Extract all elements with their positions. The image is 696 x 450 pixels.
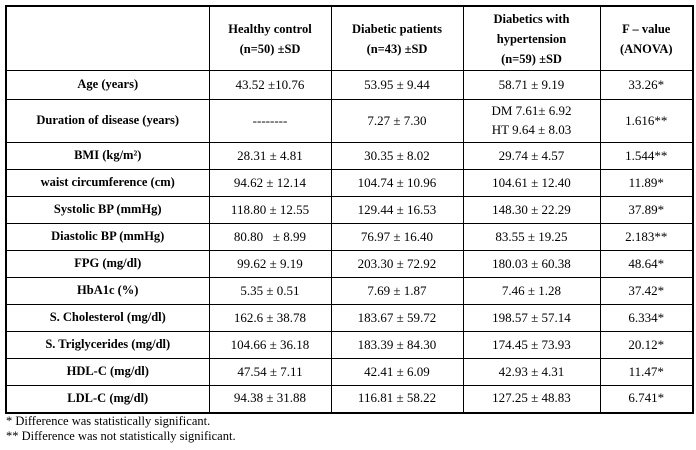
data-cell: 1.616** xyxy=(599,99,694,143)
data-cell: 42.93 ± 4.31 xyxy=(462,358,601,386)
table-row: FPG (mg/dl) 99.62 ± 9.19 203.30 ± 72.92 180… xyxy=(5,250,694,278)
data-cell: 29.74 ± 4.57 xyxy=(462,142,601,170)
row-label: waist circumference (cm) xyxy=(5,169,210,197)
table-row: S. Triglycerides (mg/dl) 104.66 ± 36.18 18… xyxy=(5,331,694,359)
row-label: LDL-C (mg/dl) xyxy=(5,385,210,413)
row-label: HbA1c (%) xyxy=(5,277,210,305)
data-cell: 30.35 ± 8.02 xyxy=(330,142,464,170)
data-cell: 116.81 ± 58.22 xyxy=(330,385,464,413)
data-cell: 203.30 ± 72.92 xyxy=(330,250,464,278)
data-cell: 183.67 ± 59.72 xyxy=(330,304,464,332)
header-row: Healthy control (n=50) ±SD Diabetic patie… xyxy=(5,5,694,71)
data-cell: 7.46 ± 1.28 xyxy=(462,277,601,305)
data-cell: 42.41 ± 6.09 xyxy=(330,358,464,386)
data-cell: 99.62 ± 9.19 xyxy=(208,250,332,278)
footnote-not-significant: ** Difference was not statistically sign… xyxy=(6,429,236,443)
data-cell: 180.03 ± 60.38 xyxy=(462,250,601,278)
data-cell: 2.183** xyxy=(599,223,694,251)
row-label: FPG (mg/dl) xyxy=(5,250,210,278)
data-cell: 118.80 ± 12.55 xyxy=(208,196,332,224)
data-cell: -------- xyxy=(208,99,332,143)
row-label: Age (years) xyxy=(5,70,210,100)
results-table: Healthy control (n=50) ±SD Diabetic patie… xyxy=(5,5,694,414)
data-cell: 5.35 ± 0.51 xyxy=(208,277,332,305)
data-cell: 76.97 ± 16.40 xyxy=(330,223,464,251)
data-cell: 7.69 ± 1.87 xyxy=(330,277,464,305)
row-label: S. Cholesterol (mg/dl) xyxy=(5,304,210,332)
table-body: Age (years) 43.52 ±10.76 53.95 ± 9.44 58.71… xyxy=(5,70,694,413)
data-cell: 6.334* xyxy=(599,304,694,332)
data-cell: 198.57 ± 57.14 xyxy=(462,304,601,332)
data-cell: 104.66 ± 36.18 xyxy=(208,331,332,359)
table-row: BMI (kg/m²) 28.31 ± 4.81 30.35 ± 8.02 29.74… xyxy=(5,142,694,170)
table-row: Systolic BP (mmHg) 118.80 ± 12.55 129.44 ±… xyxy=(5,196,694,224)
data-cell: 48.64* xyxy=(599,250,694,278)
data-cell: 174.45 ± 73.93 xyxy=(462,331,601,359)
data-cell: 47.54 ± 7.11 xyxy=(208,358,332,386)
data-cell: 11.89* xyxy=(599,169,694,197)
data-cell: 37.42* xyxy=(599,277,694,305)
data-cell: 83.55 ± 19.25 xyxy=(462,223,601,251)
data-cell: 104.74 ± 10.96 xyxy=(330,169,464,197)
footnote-significant: * Difference was statistically significa… xyxy=(6,414,211,428)
data-cell: 33.26* xyxy=(599,70,694,100)
data-cell: 127.25 ± 48.83 xyxy=(462,385,601,413)
column-header: F – value (ANOVA) xyxy=(599,5,694,71)
table-row: HbA1c (%) 5.35 ± 0.51 7.69 ± 1.87 7.46 ± 1.… xyxy=(5,277,694,305)
data-cell: 53.95 ± 9.44 xyxy=(330,70,464,100)
row-label: HDL-C (mg/dl) xyxy=(5,358,210,386)
footnotes: * Difference was statistically significa… xyxy=(6,414,236,444)
data-cell: 11.47* xyxy=(599,358,694,386)
row-label: S. Triglycerides (mg/dl) xyxy=(5,331,210,359)
row-label: Diastolic BP (mmHg) xyxy=(5,223,210,251)
data-cell: 1.544** xyxy=(599,142,694,170)
data-cell: 104.61 ± 12.40 xyxy=(462,169,601,197)
data-cell: 80.80 ± 8.99 xyxy=(208,223,332,251)
data-cell: 94.62 ± 12.14 xyxy=(208,169,332,197)
table-row: LDL-C (mg/dl) 94.38 ± 31.88 116.81 ± 58.22… xyxy=(5,385,694,413)
table-row: Diastolic BP (mmHg) 80.80 ± 8.99 76.97 ± 1… xyxy=(5,223,694,251)
column-header: Diabetics with hypertension (n=59) ±SD xyxy=(462,5,601,71)
table-row: Age (years) 43.52 ±10.76 53.95 ± 9.44 58.71… xyxy=(5,70,694,100)
data-cell: 6.741* xyxy=(599,385,694,413)
data-cell: 94.38 ± 31.88 xyxy=(208,385,332,413)
data-cell: 129.44 ± 16.53 xyxy=(330,196,464,224)
data-cell: 7.27 ± 7.30 xyxy=(330,99,464,143)
row-label: Systolic BP (mmHg) xyxy=(5,196,210,224)
corner-cell xyxy=(5,5,210,71)
data-cell: 148.30 ± 22.29 xyxy=(462,196,601,224)
data-cell: 37.89* xyxy=(599,196,694,224)
data-cell: 43.52 ±10.76 xyxy=(208,70,332,100)
data-cell: 20.12* xyxy=(599,331,694,359)
data-cell: 28.31 ± 4.81 xyxy=(208,142,332,170)
column-header: Diabetic patients (n=43) ±SD xyxy=(330,5,464,71)
data-cell: DM 7.61± 6.92 HT 9.64 ± 8.03 xyxy=(462,99,601,143)
row-label: BMI (kg/m²) xyxy=(5,142,210,170)
data-cell: 183.39 ± 84.30 xyxy=(330,331,464,359)
table-row: waist circumference (cm) 94.62 ± 12.14 104… xyxy=(5,169,694,197)
row-label: Duration of disease (years) xyxy=(5,99,210,143)
data-cell: 162.6 ± 38.78 xyxy=(208,304,332,332)
data-cell: 58.71 ± 9.19 xyxy=(462,70,601,100)
table-row: Duration of disease (years) -------- 7.27 … xyxy=(5,99,694,143)
column-header: Healthy control (n=50) ±SD xyxy=(208,5,332,71)
table-row: S. Cholesterol (mg/dl) 162.6 ± 38.78 183.6… xyxy=(5,304,694,332)
table-row: HDL-C (mg/dl) 47.54 ± 7.11 42.41 ± 6.09 42.… xyxy=(5,358,694,386)
